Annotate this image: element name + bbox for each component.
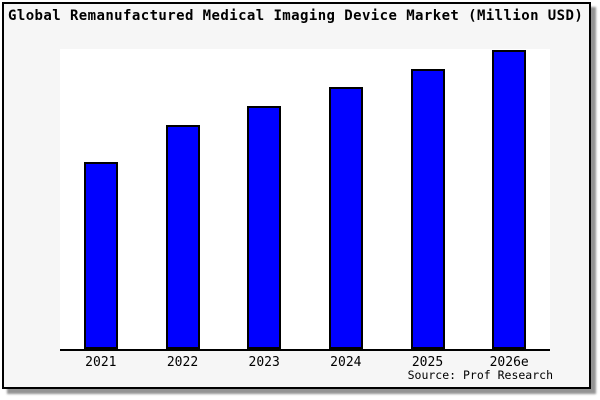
bar-2022 [165, 125, 200, 349]
chart-title: Global Remanufactured Medical Imaging De… [8, 8, 584, 24]
chart-frame: Global Remanufactured Medical Imaging De… [2, 2, 591, 389]
bar-2026e [492, 50, 527, 349]
x-axis-label-2024: 2024 [330, 355, 362, 370]
x-axis-label-2022: 2022 [166, 355, 199, 370]
bar-2021 [83, 162, 118, 349]
bar-2023 [247, 106, 282, 349]
x-axis-line [60, 349, 550, 351]
plot-area [60, 49, 550, 349]
x-axis-label-2025: 2025 [411, 355, 444, 370]
x-axis-label-2021: 2021 [85, 355, 117, 370]
x-axis-label-2023: 2023 [248, 355, 280, 370]
bar-2025 [410, 69, 445, 349]
x-axis-labels: 2021 2022 2023 2024 2025 2026e [60, 355, 550, 371]
source-credit: Source: Prof Research [407, 368, 553, 382]
x-axis-label-2026e: 2026e [489, 355, 529, 370]
bar-2024 [328, 87, 363, 349]
